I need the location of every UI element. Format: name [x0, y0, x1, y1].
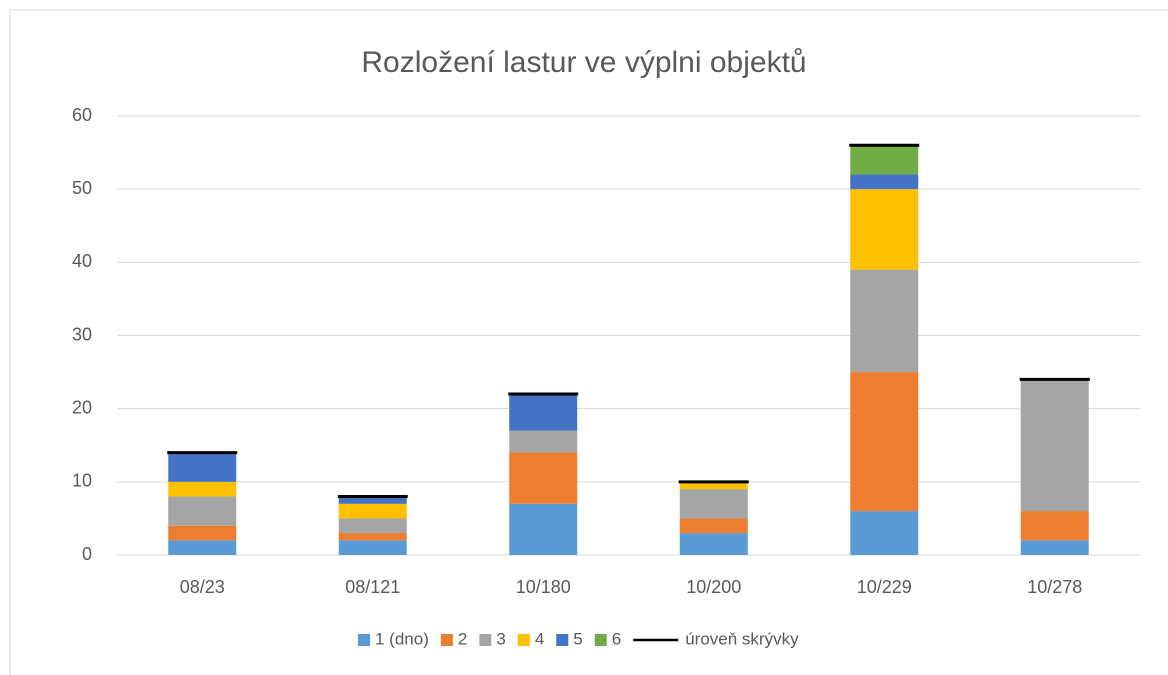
y-tick-label: 40	[72, 251, 92, 271]
legend-label: 6	[612, 629, 621, 648]
bar-segment	[850, 511, 919, 555]
bar-segment	[679, 518, 748, 534]
chart-title: Rozložení lastur ve výplni objektů	[361, 46, 806, 79]
y-tick-label: 60	[72, 105, 92, 125]
legend-swatch	[556, 634, 569, 646]
bar-segment	[338, 518, 407, 534]
legend-swatch	[440, 634, 453, 646]
legend-swatch	[594, 634, 607, 646]
legend-label: 2	[458, 629, 467, 648]
bar-segment	[679, 481, 748, 490]
bar-segment	[168, 452, 237, 482]
bar-segment	[338, 503, 407, 519]
bar-segment	[168, 481, 237, 497]
x-tick-label: 10/278	[1027, 577, 1082, 597]
x-tick-label: 08/23	[180, 577, 225, 597]
bar-segment	[338, 496, 407, 504]
bar-segment	[850, 145, 919, 175]
y-tick-label: 20	[72, 397, 92, 417]
legend-label: 1 (dno)	[375, 629, 429, 648]
legend-swatch	[479, 634, 492, 646]
legend-label: 4	[535, 629, 544, 648]
bar-segment	[850, 174, 919, 190]
bar-segment	[679, 533, 748, 555]
bar-segment	[509, 430, 578, 453]
y-tick-label: 0	[82, 544, 92, 564]
bar-segment	[850, 372, 919, 512]
bar-segment	[509, 503, 578, 555]
bar-segment	[338, 540, 407, 555]
x-tick-label: 10/229	[857, 577, 912, 597]
bar-segment	[850, 189, 919, 270]
bar-segment	[509, 452, 578, 504]
bar-segment	[509, 394, 578, 431]
legend-swatch	[517, 634, 530, 646]
bar-segment	[168, 540, 237, 555]
bar-segment	[1020, 540, 1089, 555]
bar-segment	[168, 525, 237, 541]
legend-label: 3	[496, 629, 505, 648]
legend-label: 5	[573, 629, 582, 648]
bar-segment	[679, 489, 748, 519]
chart-border	[9, 9, 1168, 675]
legend-label: úroveň skrývky	[685, 629, 799, 648]
legend-swatch	[358, 634, 370, 646]
bar-segment	[1020, 511, 1089, 541]
x-tick-label: 08/121	[345, 577, 400, 597]
y-tick-label: 50	[72, 178, 92, 198]
y-tick-label: 30	[72, 324, 92, 344]
x-tick-label: 10/200	[686, 577, 741, 597]
bar-segment	[850, 269, 919, 373]
bar-segment	[168, 496, 237, 526]
bar-segment	[338, 533, 407, 541]
x-tick-label: 10/180	[516, 577, 571, 597]
bar-segment	[1020, 379, 1089, 512]
y-tick-label: 10	[72, 471, 92, 491]
